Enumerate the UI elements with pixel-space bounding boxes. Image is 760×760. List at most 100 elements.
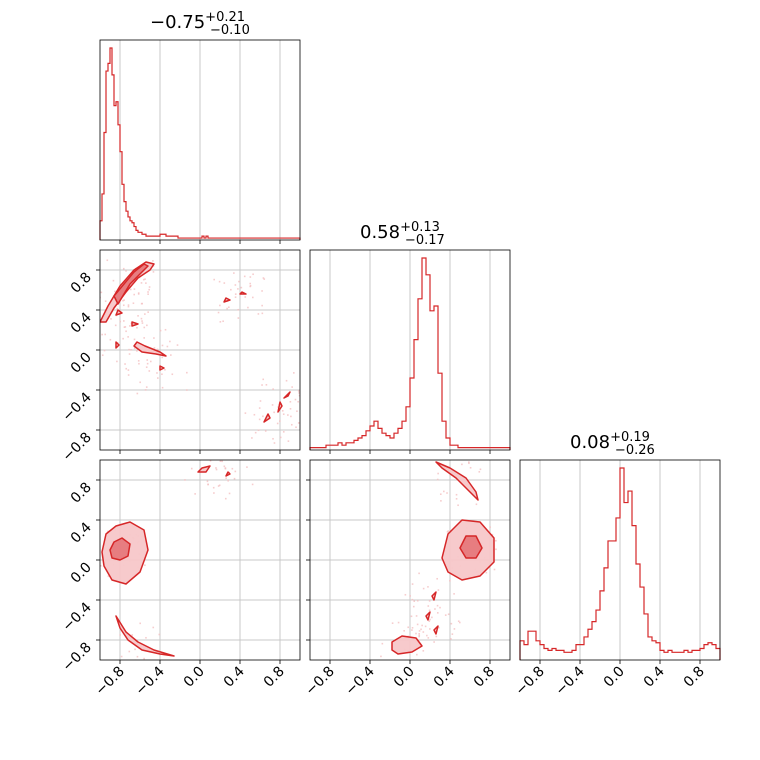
scatter-point [249, 285, 252, 288]
scatter-point [457, 620, 460, 623]
title-median: 0.58 [360, 222, 400, 243]
scatter-point [133, 293, 136, 296]
scatter-point [209, 460, 212, 462]
scatter-point [449, 579, 451, 582]
scatter-point [422, 587, 425, 590]
scatter-point [226, 307, 228, 310]
y-tick-label: 0.0 [68, 350, 95, 377]
y-tick-label: 0.4 [68, 309, 95, 336]
contour-region [283, 391, 291, 399]
scatter-point [143, 657, 145, 660]
scatter-point [439, 606, 441, 609]
scatter-point [153, 347, 156, 349]
scatter-point [285, 379, 288, 382]
scatter-point [257, 313, 260, 315]
scatter-point [219, 304, 221, 307]
contour-region [115, 615, 175, 657]
scatter-point [279, 436, 282, 439]
histogram-panel-1: −0.75+0.21 −0.10 [99, 10, 301, 244]
scatter-point [166, 345, 169, 348]
scatter-point [251, 437, 253, 439]
scatter-point [122, 304, 125, 307]
scatter-point [94, 325, 96, 327]
scatter-point [436, 478, 439, 481]
scatter-point [244, 412, 247, 414]
contour-region [431, 591, 437, 601]
scatter-point [122, 267, 125, 270]
scatter-point [127, 336, 129, 338]
scatter-point [426, 670, 428, 672]
contour-panel-2-3: −0.8 −0.4 0.0 0.4 0.8 [302, 459, 511, 699]
scatter-point [306, 418, 308, 420]
title-upper-error: +0.19 [610, 430, 650, 445]
scatter-point [413, 600, 416, 602]
scatter-point [248, 452, 250, 454]
contour-region [223, 297, 231, 303]
scatter-point [139, 381, 141, 384]
scatter-point [240, 286, 243, 289]
x-tick-label: −0.4 [132, 663, 167, 698]
scatter-point [124, 363, 126, 365]
scatter-point [451, 633, 454, 635]
scatter-point [428, 620, 431, 622]
scatter-point [261, 290, 263, 292]
scatter-point [261, 312, 264, 315]
scatter-point [224, 497, 227, 500]
scatter-point [297, 390, 300, 392]
scatter-point [217, 311, 220, 314]
scatter-point [418, 630, 421, 632]
scatter-point [127, 305, 130, 308]
title-upper-error: +0.13 [400, 220, 440, 235]
scatter-point [495, 539, 497, 542]
scatter-point [224, 467, 227, 470]
scatter-point [143, 337, 145, 339]
scatter-point [273, 411, 275, 414]
scatter-point [429, 618, 431, 621]
contour-region [197, 465, 211, 473]
scatter-point [146, 359, 149, 361]
scatter-point [446, 492, 448, 494]
scatter-point [302, 388, 304, 390]
scatter-point [164, 328, 167, 331]
scatter-point [426, 634, 428, 637]
scatter-point [219, 460, 222, 462]
scatter-point [156, 348, 159, 351]
scatter-point [257, 429, 260, 432]
scatter-point [409, 595, 411, 597]
scatter-point [129, 288, 132, 291]
scatter-point [431, 616, 433, 619]
y-tick-label: −0.4 [59, 599, 94, 634]
scatter-point [391, 622, 394, 624]
scatter-point [281, 410, 284, 412]
scatter-point [289, 400, 292, 403]
y-tick-label: 0.4 [68, 519, 95, 546]
scatter-point [434, 608, 436, 610]
scatter-point [161, 344, 164, 347]
scatter-point [207, 483, 209, 486]
scatter-point [104, 333, 107, 336]
scatter-point [446, 531, 449, 533]
scatter-point [279, 420, 281, 422]
scatter-point [130, 349, 132, 351]
contour-region [391, 635, 423, 655]
scatter-point [186, 389, 188, 391]
scatter-point [146, 362, 149, 365]
scatter-point [104, 300, 107, 303]
scatter-point [161, 373, 163, 376]
scatter-point [443, 490, 445, 493]
panel-title: −0.75+0.21 −0.10 [150, 10, 250, 38]
scatter-point [231, 467, 234, 470]
scatter-point [237, 288, 239, 290]
scatter-point [107, 530, 109, 533]
scatter-point [147, 311, 149, 313]
scatter-point [258, 407, 261, 409]
x-tick-label: −0.8 [512, 664, 547, 699]
scatter-point [97, 338, 99, 340]
scatter-point [227, 479, 229, 482]
scatter-point [169, 340, 171, 343]
title-median: −0.75 [150, 12, 205, 33]
contour-region [263, 413, 271, 423]
scatter-point [153, 337, 155, 339]
scatter-point [428, 609, 431, 612]
scatter-point [489, 526, 491, 529]
